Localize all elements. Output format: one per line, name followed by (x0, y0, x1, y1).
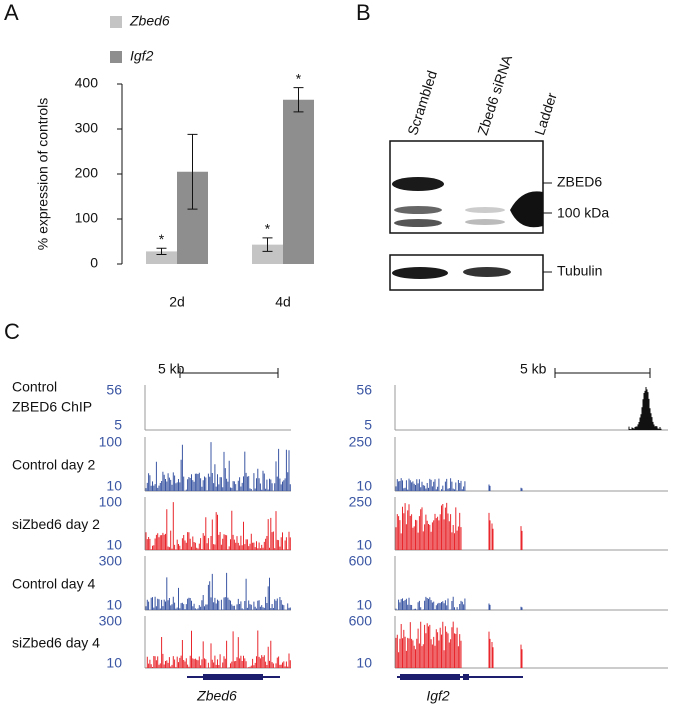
scale-bar-label: 5 kb (158, 361, 185, 377)
track-label: siZbed6 day 4 (12, 635, 100, 651)
track-scale: 56 (356, 382, 372, 398)
track-scale: 10 (106, 597, 122, 613)
track-signal (145, 630, 291, 668)
legend-label: Zbed6 (129, 13, 170, 29)
lane-label: Zbed6 siRNA (474, 52, 515, 137)
track-signal (395, 478, 523, 491)
track-signal (395, 596, 523, 610)
track-scale: 10 (356, 478, 372, 494)
y-axis-label: % expression of controls (35, 98, 51, 251)
track-scale: 10 (106, 537, 122, 553)
band-label: Tubulin (557, 263, 602, 279)
track-signal (145, 442, 291, 491)
track-scale: 100 (99, 434, 123, 450)
track-scale: 250 (349, 434, 373, 450)
legend-swatch (110, 51, 122, 63)
gene-label: Igf2 (426, 688, 450, 704)
track-scale: 100 (99, 494, 123, 510)
track-scale: 5 (114, 417, 122, 433)
error-bar (293, 87, 304, 113)
track-scale: 56 (106, 382, 122, 398)
legend-label: Igf2 (130, 48, 154, 64)
track-signal (145, 502, 291, 550)
track-signal (395, 621, 523, 668)
track-signal (395, 502, 523, 550)
significance-marker: * (265, 221, 271, 237)
error-bar (156, 247, 167, 256)
y-tick-label: 100 (75, 210, 99, 226)
x-tick-label: 4d (275, 294, 291, 310)
track-label: Control day 2 (12, 457, 95, 473)
track-scale: 10 (106, 655, 122, 671)
track-label: Control day 4 (12, 576, 95, 592)
western-blot (389, 140, 552, 291)
track-label: ZBED6 ChIP (12, 399, 92, 415)
y-tick-label: 0 (90, 255, 98, 271)
y-tick-label: 200 (75, 165, 99, 181)
lane-label: Ladder (531, 90, 560, 137)
track-scale: 600 (349, 613, 373, 629)
track-signal (145, 572, 291, 610)
scale-bar (179, 368, 279, 378)
track-scale: 10 (356, 537, 372, 553)
x-tick-label: 2d (169, 294, 185, 310)
y-tick-label: 300 (75, 120, 99, 136)
error-bar (262, 237, 273, 252)
gene-model (187, 674, 523, 680)
track-scale: 300 (99, 613, 123, 629)
scale-bar (554, 368, 651, 378)
gene-label: Zbed6 (196, 688, 237, 704)
track-scale: 5 (364, 417, 372, 433)
track-scale: 10 (106, 478, 122, 494)
panel-label: B (356, 0, 371, 25)
track-scale: 10 (356, 655, 372, 671)
significance-marker: * (159, 231, 165, 247)
error-bar (187, 133, 198, 210)
track-label: siZbed6 day 2 (12, 516, 100, 532)
track-label: Control (12, 379, 57, 395)
track-scale: 10 (356, 597, 372, 613)
scale-bar-label: 5 kb (520, 361, 547, 377)
bar (283, 99, 314, 264)
lane-label: Scrambled (404, 68, 440, 137)
significance-marker: * (296, 70, 302, 86)
panel-label: C (4, 319, 20, 344)
band-label: 100 kDa (557, 205, 609, 221)
bar (146, 251, 177, 264)
track-signal (628, 387, 662, 430)
y-tick-label: 400 (75, 75, 99, 91)
bar (252, 244, 283, 264)
panel-label: A (4, 0, 19, 25)
track-scale: 250 (349, 494, 373, 510)
track-scale: 300 (99, 553, 123, 569)
band-label: ZBED6 (557, 174, 602, 190)
track-scale: 600 (349, 553, 373, 569)
legend-swatch (110, 16, 122, 28)
